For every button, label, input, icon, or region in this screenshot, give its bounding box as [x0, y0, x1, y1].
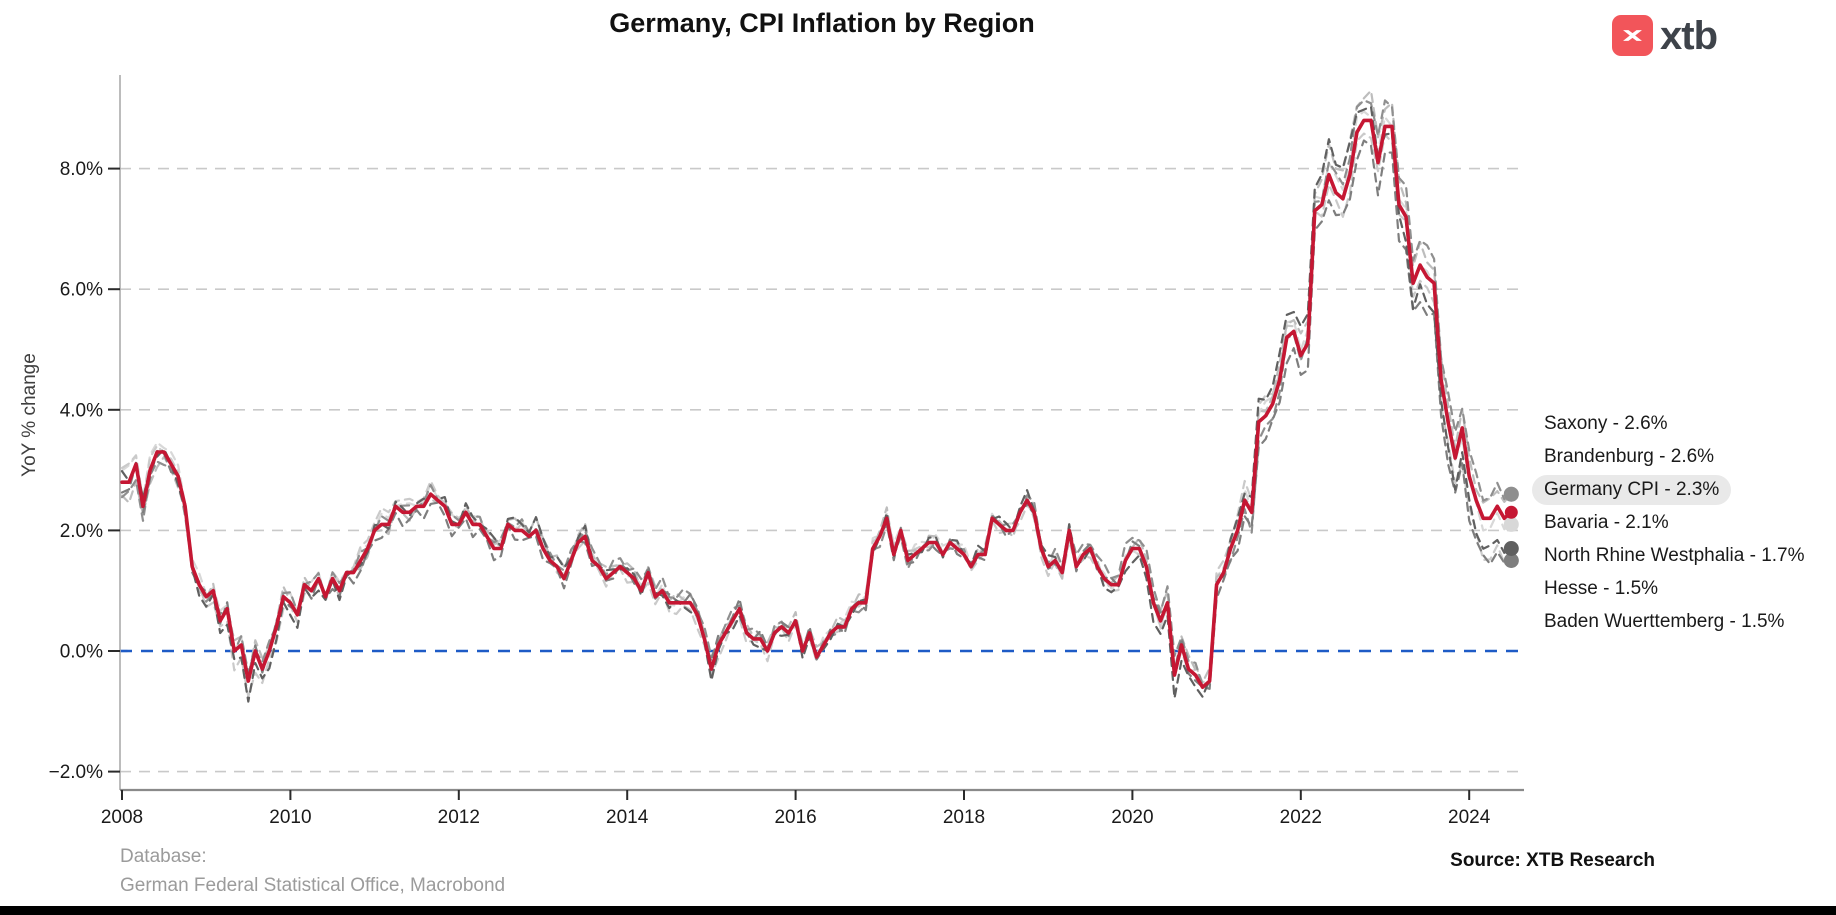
xtb-bird-icon: [1612, 15, 1653, 56]
series-line-baden-wuerttemberg: [120, 132, 1513, 698]
legend-item-label: Saxony - 2.6%: [1544, 413, 1668, 434]
endpoint-dot-germany-cpi: [1504, 505, 1518, 519]
bottom-bar: [0, 906, 1836, 915]
legend-item-hesse: Hesse - 1.5%: [1532, 574, 1670, 604]
y-tick-label: 0.0%: [60, 642, 103, 663]
x-tick-label: 2024: [1448, 807, 1491, 828]
x-tick-label: 2010: [269, 807, 311, 828]
legend-item-saxony: Saxony - 2.6%: [1532, 409, 1680, 439]
series-line-saxony: [120, 99, 1513, 687]
x-tick-label: 2008: [101, 807, 143, 828]
x-tick-label: 2016: [774, 807, 816, 828]
endpoint-dot-north-rhine-westphalia: [1503, 541, 1519, 556]
xtb-logo-text: xtb: [1660, 13, 1718, 58]
legend-item-north-rhine-westphalia: North Rhine Westphalia - 1.7%: [1532, 541, 1817, 571]
y-tick-label: 6.0%: [60, 280, 103, 301]
xtb-logo: xtb: [1612, 13, 1718, 58]
legend-item-label: North Rhine Westphalia - 1.7%: [1544, 545, 1805, 566]
legend-item-brandenburg: Brandenburg - 2.6%: [1532, 442, 1726, 472]
y-axis-title: YoY % change: [19, 353, 40, 477]
legend-item-baden-wuerttemberg: Baden Wuerttemberg - 1.5%: [1532, 607, 1796, 637]
x-tick-label: 2018: [943, 807, 985, 828]
x-tick-label: 2020: [1111, 807, 1153, 828]
x-tick-label: 2022: [1280, 807, 1322, 828]
x-tick-label: 2014: [606, 807, 649, 828]
endpoint-dot-bavaria: [1503, 516, 1519, 532]
series-line-bavaria: [120, 110, 1513, 690]
legend-item-label: Baden Wuerttemberg - 1.5%: [1544, 611, 1785, 632]
legend-item-label: Brandenburg - 2.6%: [1544, 446, 1715, 467]
series-line-hesse: [120, 139, 1513, 690]
chart-title: Germany, CPI Inflation by Region: [609, 8, 1035, 38]
y-tick-label: 2.0%: [60, 521, 103, 542]
endpoint-dot-saxony: [1503, 486, 1519, 502]
series-line-brandenburg: [120, 89, 1513, 684]
y-tick-label: 4.0%: [60, 400, 103, 421]
legend-item-label: Germany CPI - 2.3%: [1544, 479, 1720, 500]
endpoint-dot-hesse: [1503, 553, 1519, 568]
legend-item-label: Hesse - 1.5%: [1544, 578, 1659, 599]
legend-item-bavaria: Bavaria - 2.1%: [1532, 508, 1681, 538]
legend-item-germany-cpi: Germany CPI - 2.3%: [1532, 475, 1732, 505]
footnote-database-source: German Federal Statistical Office, Macro…: [120, 875, 506, 896]
legend-item-label: Bavaria - 2.1%: [1544, 512, 1669, 533]
series-line-north-rhine-westphalia: [120, 105, 1513, 703]
footnote-database-label: Database:: [120, 846, 207, 867]
footnote-source: Source: XTB Research: [1450, 850, 1655, 871]
x-tick-label: 2012: [438, 807, 480, 828]
footnote-database: Database: German Federal Statistical Off…: [120, 842, 505, 900]
series-line-germany-cpi: [120, 118, 1514, 689]
y-tick-label: −2.0%: [49, 762, 104, 783]
y-tick-label: 8.0%: [60, 159, 103, 180]
